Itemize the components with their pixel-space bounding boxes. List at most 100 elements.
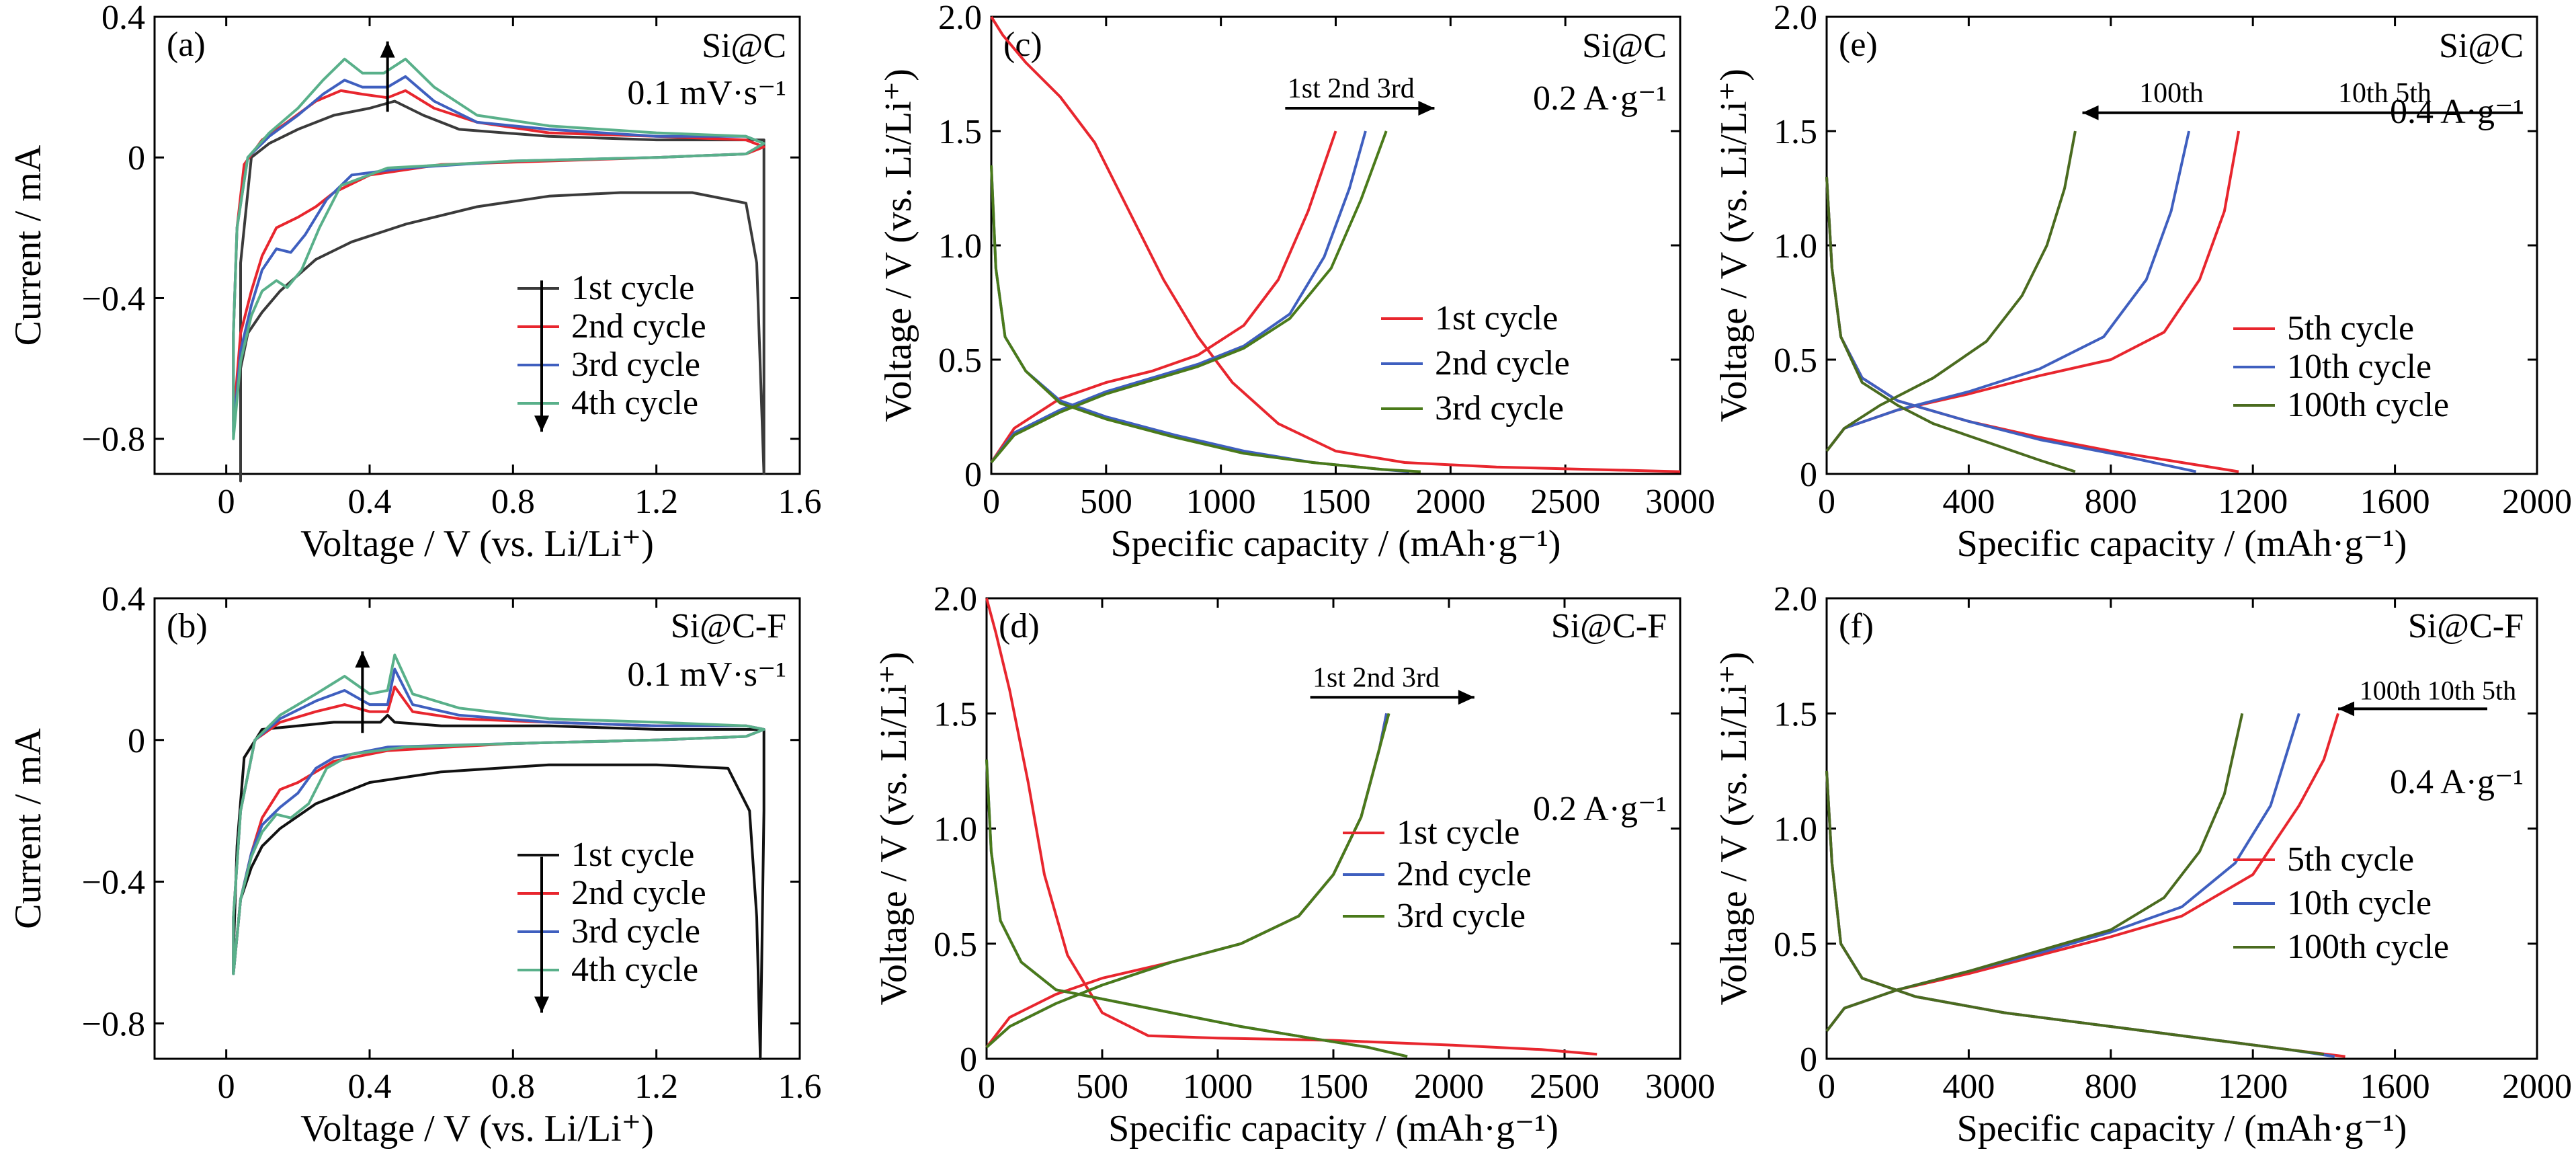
legend-entry: 5th cycle: [2287, 840, 2414, 879]
arrow-head: [534, 996, 549, 1013]
x-axis-label: Specific capacity / (mAh·g⁻¹): [1957, 523, 2407, 565]
legend-entry: 1st cycle: [1435, 299, 1558, 337]
series-line-3-seg-1: [1825, 770, 2325, 1056]
annotation-arrow: 1st 2nd 3rd: [1285, 73, 1435, 116]
series-line-3-seg-1: [985, 759, 1408, 1058]
annotation-arrow: 100th 10th 5th: [2338, 675, 2516, 717]
series-line-2-seg-1: [990, 165, 1409, 473]
series-line-3-seg-2: [1825, 130, 2077, 452]
legend-entry: 1st cycle: [571, 269, 694, 307]
x-tick-label: 1500: [1298, 1068, 1368, 1106]
y-tick-label: −0.8: [82, 1005, 145, 1043]
x-axis-label: Specific capacity / (mAh·g⁻¹): [1957, 1108, 2407, 1150]
legend-entry: 100th cycle: [2287, 928, 2449, 966]
series-line-2-seg-2: [1825, 713, 2300, 1033]
legend-entry: 1st cycle: [1397, 813, 1520, 852]
series-line-1-seg-1: [990, 15, 1681, 473]
x-tick-label: 2500: [1530, 1068, 1599, 1106]
chart-subtitle: 0.2 A·g⁻¹: [1533, 790, 1667, 828]
series-line-3-seg-1: [232, 668, 765, 975]
y-tick-label: −0.4: [82, 280, 145, 318]
chart-title: Si@C-F: [2408, 607, 2524, 645]
arrow-label: 100th: [2139, 78, 2204, 109]
plot-frame: [153, 597, 801, 1060]
annotation-arrow: [380, 41, 549, 432]
x-tick-label: 0: [218, 483, 235, 521]
chart-subtitle: 0.1 mV·s⁻¹: [627, 655, 786, 694]
series-line-1-seg-2: [990, 130, 1337, 464]
y-tick-label: 0: [128, 139, 145, 177]
legend-entry: 4th cycle: [571, 951, 698, 989]
arrow-label: 1st 2nd 3rd: [1288, 73, 1415, 104]
x-tick-label: 1.6: [778, 1068, 822, 1106]
legend-entry: 3rd cycle: [571, 912, 700, 951]
legend-entry: 4th cycle: [571, 384, 698, 422]
arrow-head: [2082, 105, 2099, 120]
chart-title: Si@C: [702, 27, 786, 65]
y-tick-label: 0: [128, 722, 145, 760]
legend-entry: 2nd cycle: [571, 307, 706, 346]
y-tick-label: 1.0: [938, 227, 982, 266]
x-tick-label: 1000: [1183, 1068, 1253, 1106]
x-tick-label: 0.4: [348, 483, 392, 521]
panel-label: (f): [1839, 607, 1874, 645]
x-tick-label: 1200: [2218, 1068, 2288, 1106]
x-tick-label: 0: [1818, 483, 1835, 521]
series-line-3-seg-1: [990, 165, 1421, 473]
x-tick-label: 1200: [2218, 483, 2288, 521]
panel-label: (b): [167, 607, 208, 645]
x-tick-label: 800: [2085, 1068, 2137, 1106]
x-tick-label: 0: [978, 1068, 995, 1106]
y-axis-label: Voltage / V (vs. Li/Li⁺): [1713, 69, 1755, 422]
annotation-arrow: [355, 651, 549, 1013]
legend-entry: 3rd cycle: [1397, 897, 1526, 935]
x-tick-label: 0: [983, 483, 1000, 521]
legend-entry: 10th cycle: [2287, 348, 2432, 386]
panel-label: (d): [999, 607, 1040, 645]
series-line-3-seg-1: [1825, 176, 2076, 473]
legend: 5th cycle 10th cycle 100th cycle: [2233, 840, 2449, 966]
y-tick-label: 1.5: [1774, 695, 1817, 733]
annotation-arrow: 100th 10th 5th: [2082, 78, 2523, 120]
x-tick-label: 1600: [2360, 1068, 2430, 1106]
y-tick-label: 2.0: [938, 0, 982, 37]
x-axis-label: Specific capacity / (mAh·g⁻¹): [1108, 1108, 1559, 1150]
series-line-2-seg-1: [1825, 770, 2335, 1058]
series-line-2-seg-1: [985, 759, 1408, 1058]
arrow-head: [380, 41, 395, 58]
y-tick-label: 2.0: [1774, 580, 1817, 618]
chart-subtitle: 0.2 A·g⁻¹: [1533, 79, 1667, 118]
y-tick-label: 1.0: [933, 811, 977, 849]
arrow-head: [355, 651, 370, 668]
x-tick-label: 400: [1942, 483, 1995, 521]
x-tick-label: 3000: [1645, 483, 1715, 521]
x-axis-label: Voltage / V (vs. Li/Li⁺): [300, 523, 654, 565]
y-axis-label: Voltage / V (vs. Li/Li⁺): [878, 69, 919, 422]
legend-entry: 1st cycle: [571, 836, 694, 874]
legend-entry: 2nd cycle: [1435, 344, 1570, 383]
legend-entry: 5th cycle: [2287, 309, 2414, 348]
series-line-1-seg-1: [985, 598, 1597, 1056]
x-axis-label: Specific capacity / (mAh·g⁻¹): [1111, 523, 1561, 565]
x-tick-label: 1.2: [634, 1068, 678, 1106]
legend-entry: 3rd cycle: [571, 346, 700, 384]
chart-title: Si@C-F: [671, 607, 786, 645]
x-axis-label: Voltage / V (vs. Li/Li⁺): [300, 1108, 654, 1150]
series-line-2-seg-1: [1825, 176, 2197, 473]
panel-e: 0 400 800 1200 1600 2000 0 0.5 1.0 1.5 2.0 Specific…: [1713, 0, 2572, 565]
legend-entry: 100th cycle: [2287, 386, 2449, 424]
annotation-arrow: 1st 2nd 3rd: [1310, 662, 1474, 705]
arrow-label: 1st 2nd 3rd: [1313, 662, 1440, 693]
y-tick-label: 0.5: [938, 342, 982, 380]
y-tick-label: 2.0: [1774, 0, 1817, 37]
series-line-1-seg-1: [1825, 770, 2345, 1058]
x-tick-label: 0: [1818, 1068, 1835, 1106]
y-tick-label: 2.0: [933, 580, 977, 618]
panel-label: (e): [1839, 26, 1878, 64]
series-line-2-seg-2: [1825, 130, 2191, 452]
legend-entry: 10th cycle: [2287, 884, 2432, 922]
